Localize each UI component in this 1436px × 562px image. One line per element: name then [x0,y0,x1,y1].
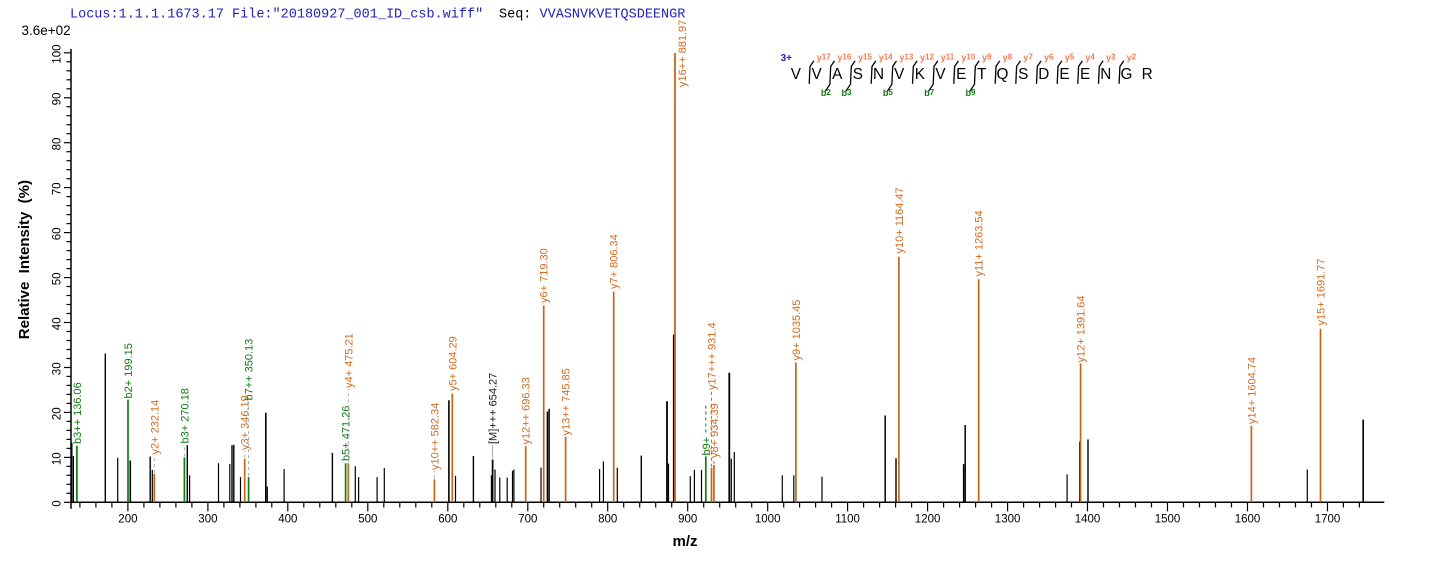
svg-text:1600: 1600 [1235,514,1261,526]
svg-text:y15: y15 [858,52,872,62]
svg-text:y2+ 232.14: y2+ 232.14 [149,400,161,455]
svg-text:40: 40 [52,317,64,330]
svg-text:y9: y9 [982,52,992,62]
svg-text:1000: 1000 [755,514,781,526]
svg-text:0: 0 [52,500,64,506]
svg-text:Seq: VVASNVKVETQSDEENGR: Seq: VVASNVKVETQSDEENGR [499,7,685,22]
svg-text:b9: b9 [966,88,977,98]
svg-text:y8+ 934.39: y8+ 934.39 [709,403,721,458]
svg-text:N: N [1100,66,1111,83]
svg-text:y7+ 806.34: y7+ 806.34 [609,234,621,289]
svg-text:500: 500 [358,514,377,526]
svg-text:V: V [811,66,822,83]
svg-text:Relative Intensity (%): Relative Intensity (%) [16,180,33,339]
svg-text:600: 600 [438,514,457,526]
svg-text:b3+ 270.18: b3+ 270.18 [179,388,191,443]
svg-text:b7: b7 [924,88,935,98]
svg-text:b7++ 350.13: b7++ 350.13 [244,339,256,401]
svg-text:3+: 3+ [781,53,793,64]
svg-text:50: 50 [52,273,64,286]
svg-text:y10: y10 [961,52,975,62]
svg-text:b2+ 199.15: b2+ 199.15 [123,343,135,398]
svg-text:E: E [1059,66,1069,83]
svg-text:700: 700 [518,514,537,526]
svg-text:y2: y2 [1127,52,1137,62]
svg-text:20: 20 [52,407,64,420]
svg-text:y4+ 475.21: y4+ 475.21 [343,333,355,388]
svg-text:S: S [853,66,863,83]
svg-text:y4: y4 [1085,52,1095,62]
svg-text:y17: y17 [817,52,831,62]
svg-text:T: T [977,66,986,83]
svg-text:y6: y6 [1044,52,1054,62]
svg-text:300: 300 [198,514,217,526]
svg-text:y17+++ 931.4: y17+++ 931.4 [707,322,719,390]
svg-text:y9+ 1035.45: y9+ 1035.45 [791,300,803,361]
svg-text:E: E [1080,66,1090,83]
svg-text:A: A [832,66,843,83]
svg-text:60: 60 [52,228,64,241]
svg-text:b2: b2 [821,88,832,98]
svg-text:y16++ 881.97: y16++ 881.97 [677,20,689,87]
svg-text:y12++ 696.33: y12++ 696.33 [521,377,533,444]
svg-text:Locus:1.1.1.1673.17 File:"2018: Locus:1.1.1.1673.17 File:"20180927_001_I… [70,7,483,22]
svg-text:y16: y16 [837,52,851,62]
svg-text:1400: 1400 [1075,514,1101,526]
svg-text:b3: b3 [842,88,853,98]
svg-text:90: 90 [52,93,64,106]
svg-text:y3: y3 [1106,52,1116,62]
svg-text:1300: 1300 [995,514,1021,526]
svg-text:b5: b5 [883,88,894,98]
svg-text:y14: y14 [879,52,893,62]
svg-text:800: 800 [598,514,617,526]
svg-text:200: 200 [118,514,137,526]
svg-text:10: 10 [52,452,64,465]
svg-text:y15+ 1691.77: y15+ 1691.77 [1316,259,1328,326]
svg-text:y5+ 604.29: y5+ 604.29 [447,336,459,391]
svg-text:y12+ 1391.64: y12+ 1391.64 [1076,296,1088,363]
svg-text:70: 70 [52,183,64,196]
svg-text:1700: 1700 [1315,514,1341,526]
svg-text:V: V [935,66,946,83]
svg-text:b5+ 471.26: b5+ 471.26 [341,406,353,461]
svg-text:b9+: b9+ [701,437,713,456]
svg-text:y5: y5 [1065,52,1075,62]
svg-text:80: 80 [52,138,64,151]
svg-text:y6+ 719.30: y6+ 719.30 [539,248,551,303]
svg-text:900: 900 [678,514,697,526]
svg-text:[M]+++ 654.27: [M]+++ 654.27 [488,373,500,444]
svg-text:S: S [1018,66,1028,83]
svg-text:V: V [894,66,905,83]
svg-text:K: K [915,66,926,83]
svg-text:G: G [1121,66,1133,83]
svg-text:y13: y13 [899,52,913,62]
svg-text:y3+ 346.19: y3+ 346.19 [240,395,252,450]
svg-text:V: V [791,66,802,83]
svg-text:E: E [956,66,966,83]
svg-text:1200: 1200 [915,514,941,526]
svg-text:D: D [1038,66,1049,83]
svg-text:y13++ 745.85: y13++ 745.85 [561,368,573,435]
svg-text:m/z: m/z [672,533,697,550]
svg-text:y10++ 582.34: y10++ 582.34 [429,403,441,470]
svg-text:N: N [873,66,884,83]
svg-text:y10+ 1164.47: y10+ 1164.47 [894,187,906,253]
svg-text:1500: 1500 [1155,514,1181,526]
svg-text:30: 30 [52,362,64,375]
svg-text:400: 400 [278,514,297,526]
svg-text:1100: 1100 [835,514,860,526]
svg-text:y11+ 1263.54: y11+ 1263.54 [974,210,986,276]
svg-text:100: 100 [52,45,64,64]
svg-text:y11: y11 [941,52,955,62]
svg-text:y7: y7 [1023,52,1033,62]
svg-text:y12: y12 [920,52,934,62]
svg-text:3.6e+02: 3.6e+02 [22,23,71,38]
svg-text:y14+ 1604.74: y14+ 1604.74 [1246,357,1258,424]
svg-text:R: R [1142,66,1153,83]
svg-text:b3++ 136.06: b3++ 136.06 [72,382,84,444]
svg-text:y8: y8 [1003,52,1013,62]
svg-text:Q: Q [997,66,1009,83]
